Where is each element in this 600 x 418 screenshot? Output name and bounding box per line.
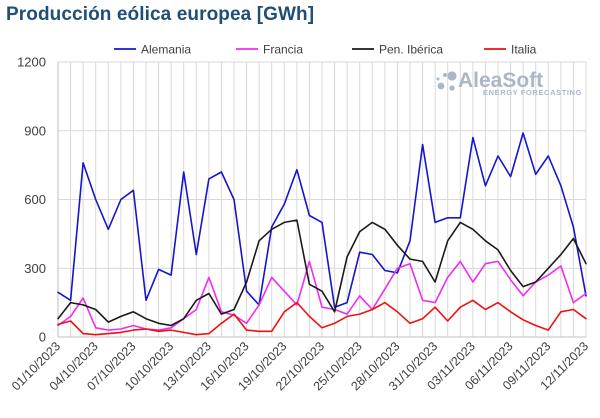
legend-item-pen-ib-rica: Pen. Ibérica <box>352 43 443 57</box>
grid <box>57 61 587 338</box>
watermark-brand: AleaSoft <box>458 69 543 92</box>
y-tick-label: 1200 <box>17 55 46 70</box>
series-line-pen-ib-rica <box>57 219 587 327</box>
legend-label: Francia <box>263 43 303 57</box>
y-tick-label: 0 <box>39 330 46 345</box>
y-tick-label: 300 <box>24 261 46 276</box>
legend: Alemania Francia Pen. Ibérica Italia <box>114 43 537 57</box>
legend-item-italia: Italia <box>484 43 537 57</box>
legend-item-francia: Francia <box>236 43 303 57</box>
aleasoft-watermark: AleaSoft ENERGY FORECASTING <box>436 69 582 97</box>
legend-label: Pen. Ibérica <box>379 43 443 57</box>
chart-title: Producción eólica europea [GWh] <box>6 4 315 25</box>
series-line-alemania <box>57 132 587 309</box>
aleasoft-logo-icon <box>436 71 457 91</box>
series-line-italia <box>57 299 587 336</box>
y-tick-label: 900 <box>24 123 46 138</box>
series-lines <box>57 132 587 336</box>
watermark-tagline: ENERGY FORECASTING <box>483 88 582 97</box>
legend-item-alemania: Alemania <box>114 43 191 57</box>
legend-label: Italia <box>511 43 537 57</box>
axes: 0300600900120001/10/202304/10/202307/10/… <box>9 55 591 394</box>
y-tick-label: 600 <box>24 192 46 207</box>
legend-label: Alemania <box>141 43 191 57</box>
